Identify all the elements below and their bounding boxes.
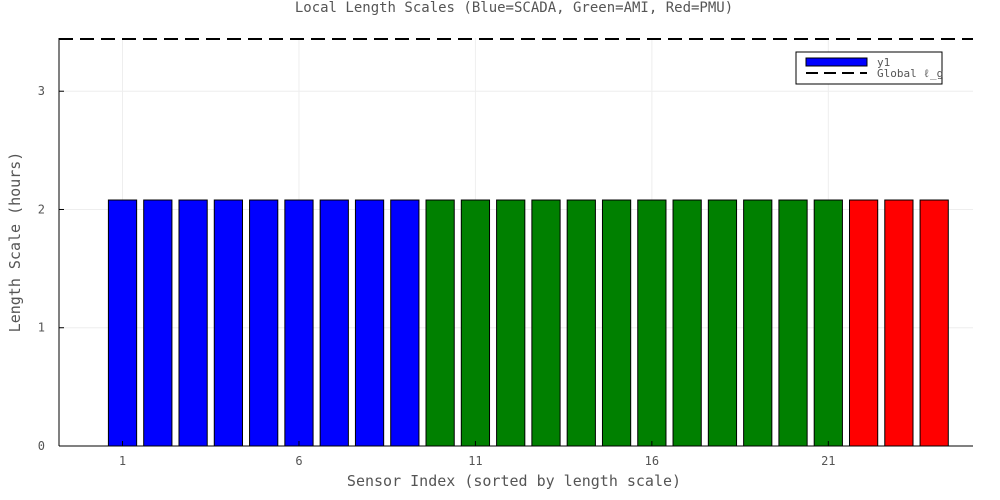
bar-10 <box>425 199 455 447</box>
bar-4 <box>213 199 244 447</box>
bar-7 <box>319 199 349 447</box>
bar-9 <box>390 199 420 447</box>
y-ticks: 0 1 2 3 <box>38 84 64 453</box>
bar-13 <box>531 199 561 447</box>
legend-label-global: Global ℓ_g <box>877 67 943 80</box>
y-tick-label-1: 1 <box>38 321 45 335</box>
bar-1 <box>107 199 138 447</box>
legend-swatch-y1 <box>805 57 868 67</box>
bar-14 <box>566 199 596 447</box>
y-tick-label-2: 2 <box>38 202 45 216</box>
y-axis-label: Length Scale (hours) <box>6 152 24 333</box>
bar-20 <box>778 199 808 447</box>
x-tick-label-4: 21 <box>821 454 835 468</box>
bar-16 <box>637 199 667 447</box>
bar-6 <box>284 199 314 447</box>
bar-15 <box>601 199 632 447</box>
chart-title: Local Length Scales (Blue=SCADA, Green=A… <box>295 0 733 16</box>
x-tick-label-0: 1 <box>119 454 126 468</box>
bar-18 <box>707 199 738 447</box>
y-tick-label-0: 0 <box>38 439 45 453</box>
bar-19 <box>743 199 773 447</box>
bar-17 <box>672 199 702 447</box>
bar-5 <box>249 199 279 447</box>
legend-box <box>795 51 943 85</box>
x-tick-label-3: 16 <box>645 454 659 468</box>
y-tick-label-3: 3 <box>38 84 45 98</box>
legend-label-y1: y1 <box>877 56 890 69</box>
bar-11 <box>460 199 491 447</box>
bar-22 <box>848 199 879 447</box>
bar-3 <box>178 199 208 447</box>
bar-12 <box>496 199 526 447</box>
legend: y1 Global ℓ_g <box>795 51 943 85</box>
bar-21 <box>813 199 843 447</box>
x-ticks: 1 6 11 16 21 <box>119 441 836 468</box>
bar-24 <box>919 199 949 447</box>
x-axis-label: Sensor Index (sorted by length scale) <box>347 472 681 490</box>
bar-8 <box>354 199 385 447</box>
x-tick-label-2: 11 <box>468 454 482 468</box>
x-tick-label-1: 6 <box>295 454 302 468</box>
bar-23 <box>884 199 914 447</box>
bar-2 <box>143 199 173 447</box>
bars <box>107 199 949 447</box>
